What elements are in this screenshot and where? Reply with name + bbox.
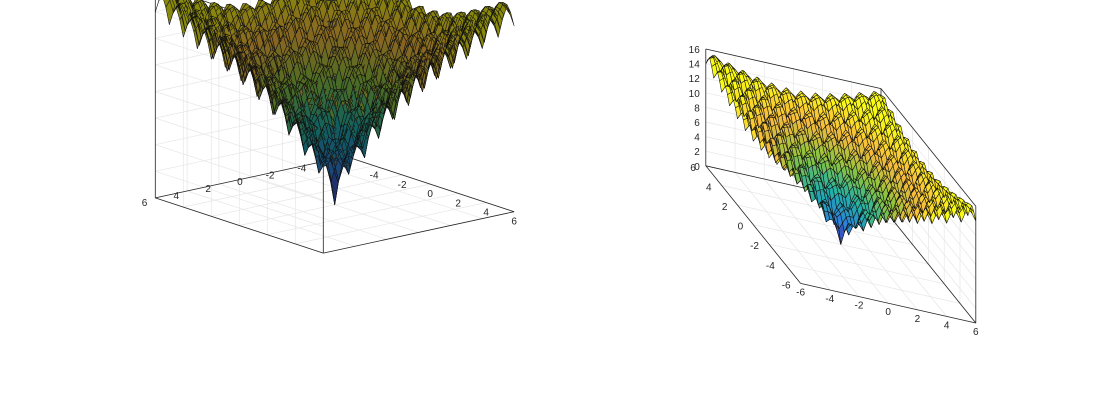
z-tick-label: 14 <box>689 60 701 71</box>
z-tick-label: 10 <box>689 89 701 100</box>
y-tick-label: -6 <box>329 157 338 168</box>
x-tick-label: -4 <box>370 171 379 182</box>
x-tick-label: -6 <box>342 162 351 173</box>
surface-facet <box>155 0 160 13</box>
z-tick-label: 2 <box>332 126 338 137</box>
surface-facet <box>175 0 178 4</box>
z-tick-label: 6 <box>332 73 338 84</box>
surface-facet <box>324 0 329 10</box>
y-tick-label: -4 <box>297 163 306 174</box>
z-tick-label: 4 <box>694 133 700 144</box>
x-tick-label: 4 <box>944 320 950 331</box>
x-tick-label: 6 <box>511 217 517 228</box>
x-tick-label: 2 <box>455 198 461 209</box>
surface-facet <box>384 0 389 8</box>
y-tick-label: 2 <box>205 184 211 195</box>
x-tick-label: -2 <box>855 301 864 312</box>
z-tick-label: 8 <box>694 103 700 114</box>
z-tick-label: 10 <box>326 20 338 31</box>
surface-facet <box>397 0 399 2</box>
x-tick-label: -6 <box>796 287 805 298</box>
y-tick-label: -2 <box>266 170 275 181</box>
x-tick-label: 0 <box>427 189 433 200</box>
y-tick-label: -4 <box>766 261 775 272</box>
z-tick-label: 8 <box>332 46 338 57</box>
x-tick-label: 2 <box>915 314 921 325</box>
surface-facet <box>163 0 171 8</box>
x-tick-label: -2 <box>398 180 407 191</box>
x-tick-label: 0 <box>885 307 891 318</box>
x-tick-label: 4 <box>483 208 489 219</box>
z-tick-label: 6 <box>694 118 700 129</box>
surface-mesh <box>705 54 977 245</box>
z-tick-label: 2 <box>694 147 700 158</box>
surface-facet <box>306 0 310 4</box>
y-tick-label: 4 <box>706 182 712 193</box>
y-tick-label: 2 <box>722 202 728 213</box>
z-tick-label: 0 <box>332 153 338 164</box>
z-tick-label: 4 <box>332 99 338 110</box>
y-tick-label: 0 <box>738 222 744 233</box>
z-tick-label: 12 <box>326 0 338 4</box>
x-tick-label: -4 <box>825 294 834 305</box>
y-tick-label: 6 <box>142 198 148 209</box>
y-tick-label: -2 <box>750 241 759 252</box>
y-tick-label: 4 <box>174 191 180 202</box>
z-tick-label: 12 <box>689 74 701 85</box>
y-tick-label: 6 <box>690 163 696 174</box>
z-tick-label: 16 <box>689 45 701 56</box>
x-tick-label: 6 <box>973 327 979 338</box>
surface-mesh <box>155 0 515 206</box>
y-tick-label: 0 <box>237 177 243 188</box>
y-tick-label: -6 <box>782 280 791 291</box>
